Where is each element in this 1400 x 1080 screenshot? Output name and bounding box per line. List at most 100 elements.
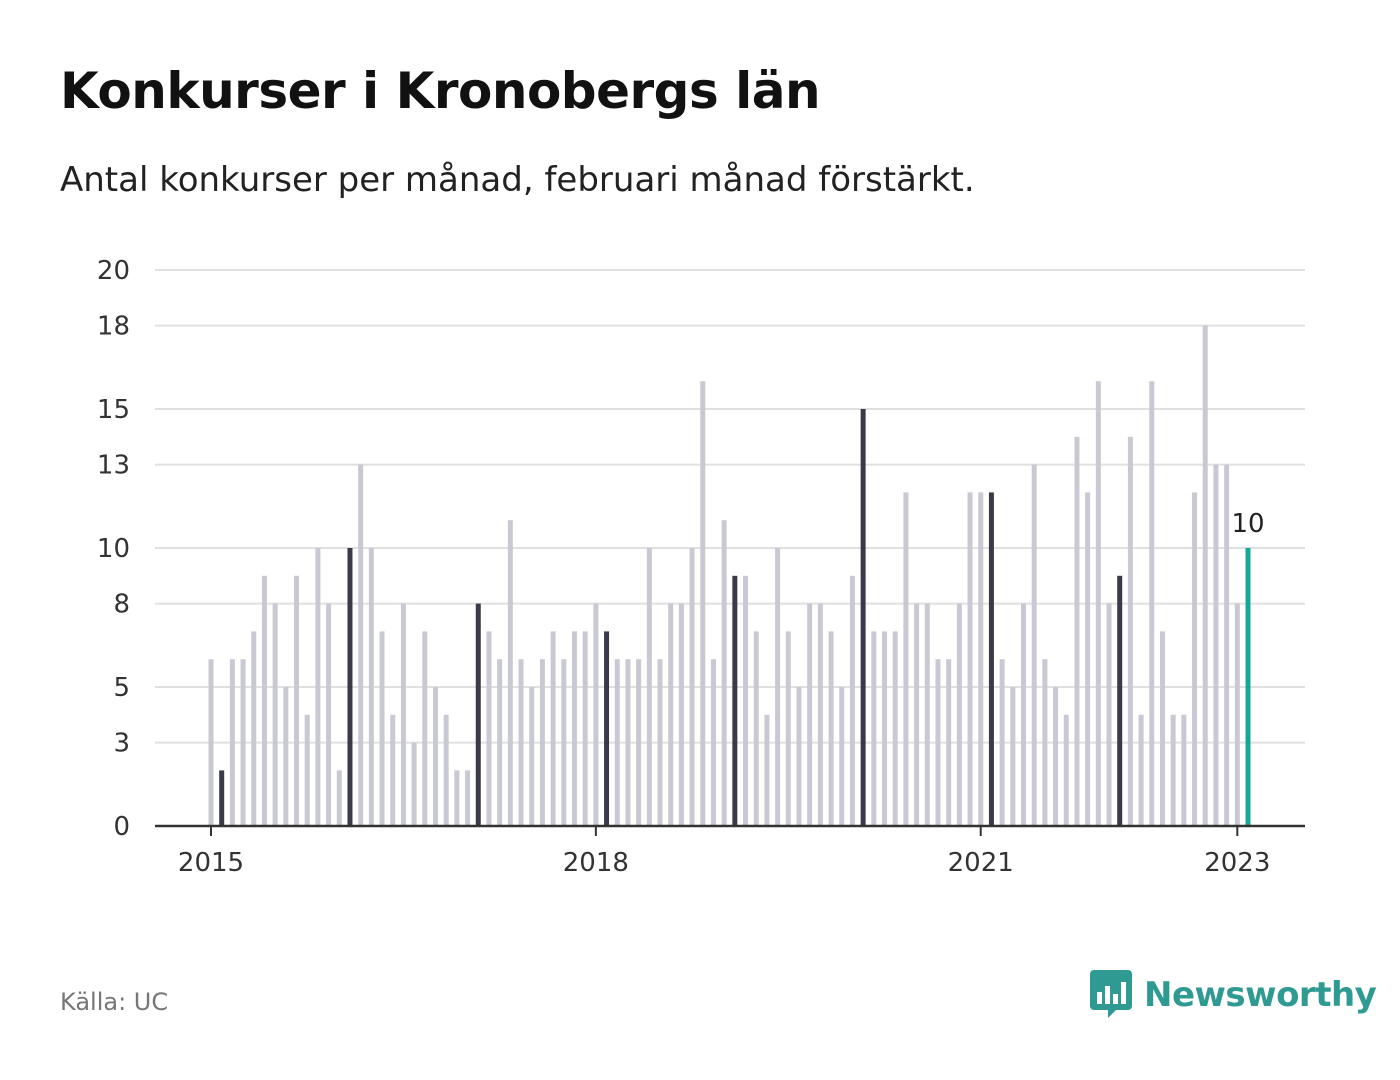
bar xyxy=(743,575,749,826)
bar xyxy=(529,687,535,826)
chart-subtitle: Antal konkurser per månad, februari måna… xyxy=(60,160,975,200)
bar xyxy=(614,659,620,826)
bar xyxy=(486,631,492,826)
bar xyxy=(999,659,1005,826)
bar xyxy=(283,687,289,826)
bar xyxy=(710,659,716,826)
x-tick-label: 2023 xyxy=(1204,848,1270,878)
bar xyxy=(422,631,428,826)
bar xyxy=(775,548,781,826)
bar xyxy=(828,631,834,826)
bar xyxy=(240,659,246,826)
y-tick-label: 13 xyxy=(97,451,130,481)
bar xyxy=(1106,603,1112,826)
bar xyxy=(1245,548,1251,826)
y-tick-label: 15 xyxy=(97,395,130,425)
bar xyxy=(1234,603,1240,826)
y-tick-label: 5 xyxy=(113,673,130,703)
bar xyxy=(1138,714,1144,826)
last-value-label: 10 xyxy=(1231,509,1264,539)
bar xyxy=(304,714,310,826)
bar xyxy=(539,659,545,826)
bar xyxy=(1117,575,1123,826)
newsworthy-logo-icon xyxy=(1090,970,1132,1018)
bar xyxy=(465,770,471,826)
bar xyxy=(636,659,642,826)
x-tick-label: 2021 xyxy=(948,848,1014,878)
bar xyxy=(507,520,513,826)
bar xyxy=(326,603,332,826)
y-tick-label: 18 xyxy=(97,312,130,342)
bar xyxy=(518,659,524,826)
bar xyxy=(646,548,652,826)
brand-name: Newsworthy xyxy=(1144,975,1377,1015)
bar xyxy=(721,520,727,826)
bar xyxy=(443,714,449,826)
y-tick-label: 3 xyxy=(113,729,130,759)
bar xyxy=(860,409,866,826)
bars xyxy=(208,325,1251,826)
bar xyxy=(433,687,439,826)
bar xyxy=(817,603,823,826)
bar xyxy=(347,548,353,826)
bar xyxy=(1042,659,1048,826)
bar xyxy=(1020,603,1026,826)
bar xyxy=(839,687,845,826)
bar xyxy=(219,770,225,826)
x-axis: 2015 2018 2021 2023 xyxy=(155,824,1305,878)
bar xyxy=(358,464,364,826)
bar xyxy=(732,575,738,826)
bar xyxy=(1127,436,1133,826)
bar xyxy=(604,631,610,826)
chart-title: Konkurser i Kronobergs län xyxy=(60,62,821,120)
bar xyxy=(657,659,663,826)
bar xyxy=(390,714,396,826)
bar xyxy=(593,603,599,826)
bar xyxy=(411,742,417,826)
bar xyxy=(315,548,321,826)
bar xyxy=(1010,687,1016,826)
brand-logo[interactable]: Newsworthy xyxy=(1090,970,1377,1020)
bar xyxy=(561,659,567,826)
bar xyxy=(914,603,920,826)
bar xyxy=(764,714,770,826)
bar xyxy=(582,631,588,826)
bar xyxy=(454,770,460,826)
bar xyxy=(208,659,214,826)
bar xyxy=(400,603,406,826)
bar xyxy=(796,687,802,826)
bar xyxy=(550,631,556,826)
annotations: 10 xyxy=(1231,509,1264,539)
bar xyxy=(1224,464,1230,826)
bar xyxy=(1202,325,1208,826)
bar xyxy=(903,492,909,826)
bar xyxy=(294,575,300,826)
bar xyxy=(882,631,888,826)
bar xyxy=(497,659,503,826)
bar xyxy=(1149,381,1155,826)
bar-chart: 0 3 5 8 10 13 15 18 20 2015 2018 2021 2023 10 xyxy=(97,256,1305,878)
bar xyxy=(336,770,342,826)
bar xyxy=(946,659,952,826)
bar xyxy=(668,603,674,826)
bar xyxy=(924,603,930,826)
y-tick-label: 0 xyxy=(113,812,130,842)
bar xyxy=(261,575,267,826)
y-tick-label: 20 xyxy=(97,256,130,286)
x-tick-label: 2018 xyxy=(563,848,629,878)
bar xyxy=(1095,381,1101,826)
bar xyxy=(1074,436,1080,826)
bar xyxy=(1213,464,1219,826)
y-tick-label: 8 xyxy=(113,590,130,620)
bar xyxy=(272,603,278,826)
bar xyxy=(1192,492,1198,826)
bar xyxy=(1063,714,1069,826)
bar xyxy=(892,631,898,826)
y-axis-ticks: 0 3 5 8 10 13 15 18 20 xyxy=(97,256,130,842)
gridlines xyxy=(155,269,1305,744)
bar xyxy=(1170,714,1176,826)
bar xyxy=(689,548,695,826)
bar xyxy=(368,548,374,826)
bar xyxy=(956,603,962,826)
source-note: Källa: UC xyxy=(60,988,169,1016)
